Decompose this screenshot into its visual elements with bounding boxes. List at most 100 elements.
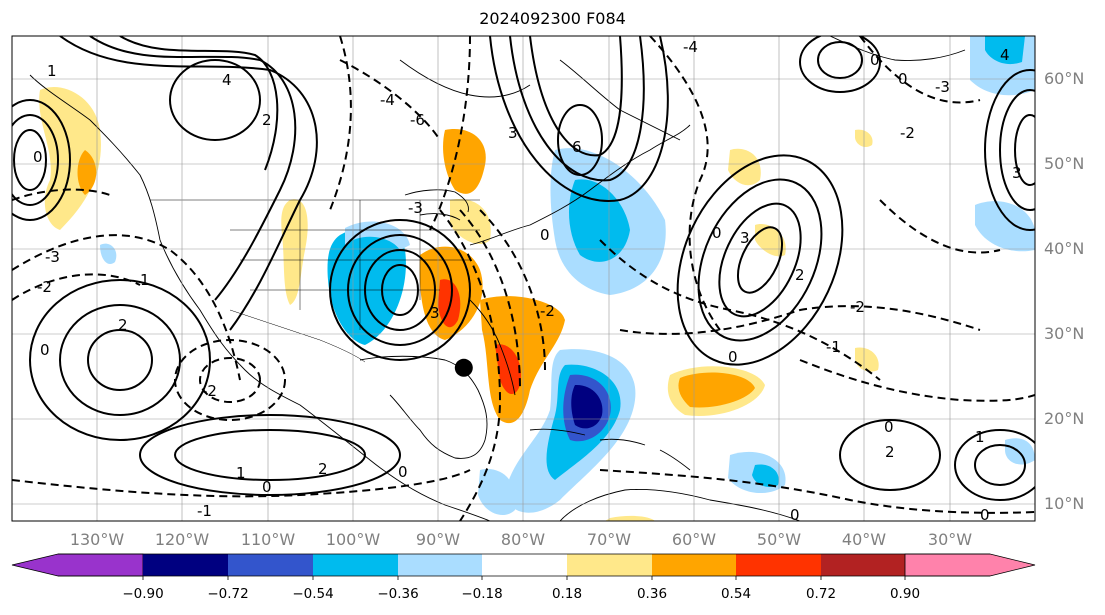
contour-label: -3 xyxy=(408,199,423,217)
shade-negative-greenland-core xyxy=(985,36,1025,65)
contour-label: -2 xyxy=(540,302,555,320)
contour-label: 0 xyxy=(884,418,894,436)
lon-label: 120°W xyxy=(155,530,210,549)
contour-label: 2 xyxy=(262,111,272,129)
lon-label: 90°W xyxy=(416,530,460,549)
lat-label: 20°N xyxy=(1044,409,1084,428)
contour-atl-2 xyxy=(697,178,823,342)
contour-label: -3 xyxy=(935,78,950,96)
shade-positive-quebec xyxy=(443,129,486,194)
contour-label: 2 xyxy=(795,266,805,284)
contour-label: 0 xyxy=(712,224,722,242)
contour-label: 0 xyxy=(262,478,272,496)
shade-negative-tropical-atl-core xyxy=(752,464,779,487)
contour-high-nw-3 xyxy=(13,129,47,191)
contour-pacific-1 xyxy=(29,279,211,441)
contour-neg-trough-3 xyxy=(459,209,521,391)
coast-south-america xyxy=(559,489,801,521)
coast-east xyxy=(469,124,691,246)
location-marker xyxy=(454,358,473,377)
shade-positive-east-core xyxy=(438,279,461,328)
colorbar-segment xyxy=(228,554,313,576)
contour-neg-atl-4 xyxy=(879,199,1001,254)
contour-label: 0 xyxy=(540,226,550,244)
contour-neg-trough-2 xyxy=(439,209,502,521)
contour-label: -1 xyxy=(826,338,841,356)
colorbar-segment xyxy=(143,554,228,576)
lat-label: 60°N xyxy=(1044,69,1084,88)
contour-neg-trop-2 xyxy=(599,469,1035,514)
contour-label: -6 xyxy=(410,111,425,129)
lon-label: 30°W xyxy=(928,530,972,549)
contour-label: 3 xyxy=(508,124,518,142)
contour-pacific-3 xyxy=(87,329,153,391)
contour-neg-atl-5 xyxy=(619,305,981,335)
coast-caribbean-islands xyxy=(529,428,691,471)
colorbar-segment xyxy=(736,554,821,576)
coast-florida xyxy=(469,299,516,396)
colorbar-ticks xyxy=(142,576,906,580)
coast-great-lakes xyxy=(404,189,469,221)
contour-label: 1 xyxy=(47,62,57,80)
contour-trop-4 xyxy=(954,429,1035,501)
contour-label: 0 xyxy=(980,506,990,524)
contour-neg-atl-3 xyxy=(859,36,981,104)
contour-lab-4 xyxy=(557,104,603,176)
lat-label: 50°N xyxy=(1044,154,1084,173)
coast-hudson-bay xyxy=(399,59,531,98)
lon-label: 40°W xyxy=(842,530,886,549)
contour-atl-3 xyxy=(718,202,802,318)
contour-label: 6 xyxy=(572,138,582,156)
lat-label: 30°N xyxy=(1044,324,1084,343)
colorbar-tick-label: −0.54 xyxy=(292,586,333,602)
contour-ridge-w-3 xyxy=(119,36,279,171)
contour-label: 1 xyxy=(236,464,246,482)
contour-ridge-w-2 xyxy=(89,36,297,301)
colorbar-tick-label: −0.90 xyxy=(122,586,163,602)
contour-lakes-3 xyxy=(364,249,436,331)
colorbar-tick-label: −0.36 xyxy=(377,586,418,602)
shade-negative-central-am xyxy=(478,469,516,515)
contour-ne-2 xyxy=(999,89,1035,211)
positive-contours xyxy=(12,36,1035,501)
colorbar-tick-label: 0.54 xyxy=(721,586,751,602)
contour-ne-3 xyxy=(1014,114,1035,186)
contour-label: 2 xyxy=(318,460,328,478)
contour-neg-n xyxy=(339,59,441,141)
colorbar-tick-label: 0.36 xyxy=(637,586,667,602)
contour-lab-1 xyxy=(489,36,669,202)
contour-label: 3 xyxy=(430,304,440,322)
shade-positive-central-am xyxy=(605,515,655,521)
contour-label-group: 0 1 4 2 2 1 -3 -2 0 -2 1 2 -1 0 -4 -3 -6… xyxy=(33,38,1022,524)
latitude-axis: 60°N 50°N 40°N 30°N 20°N 10°N xyxy=(1044,69,1084,513)
contour-label: 4 xyxy=(222,71,232,89)
colorbar-segment xyxy=(313,554,398,576)
contour-pacific-2 xyxy=(59,304,181,416)
contour-trop-2 xyxy=(174,429,366,481)
lon-label: 70°W xyxy=(587,530,631,549)
coast-north-america-west xyxy=(29,74,491,521)
contour-label: 0 xyxy=(728,348,738,366)
contour-atl-1 xyxy=(676,154,844,366)
colorbar-tick-label: −0.72 xyxy=(207,586,248,602)
lon-label: 110°W xyxy=(241,530,296,549)
contour-neg-gulf-2 xyxy=(199,357,261,403)
contour-label: 0 xyxy=(870,51,880,69)
contour-label: 3 xyxy=(1012,164,1022,182)
contour-label: 1 xyxy=(975,428,985,446)
contour-lakes-2 xyxy=(347,234,453,346)
shade-negative-lakes-light xyxy=(345,221,410,250)
contour-label: 3 xyxy=(740,229,750,247)
contour-trop-5 xyxy=(974,444,1026,486)
contour-label: 2 xyxy=(118,316,128,334)
colorbar-segment xyxy=(904,553,1036,577)
contour-neg-atl-2 xyxy=(599,239,881,381)
contour-trop-3 xyxy=(839,419,941,491)
contour-label: 0 xyxy=(40,341,50,359)
contour-neg-trough-1 xyxy=(329,36,471,231)
shade-positive-central-atlantic-core xyxy=(678,372,755,408)
contour-label: 4 xyxy=(1000,46,1010,64)
contour-neg-pac-2 xyxy=(12,273,141,301)
lon-label: 100°W xyxy=(326,530,381,549)
contour-label: -3 xyxy=(45,248,60,266)
